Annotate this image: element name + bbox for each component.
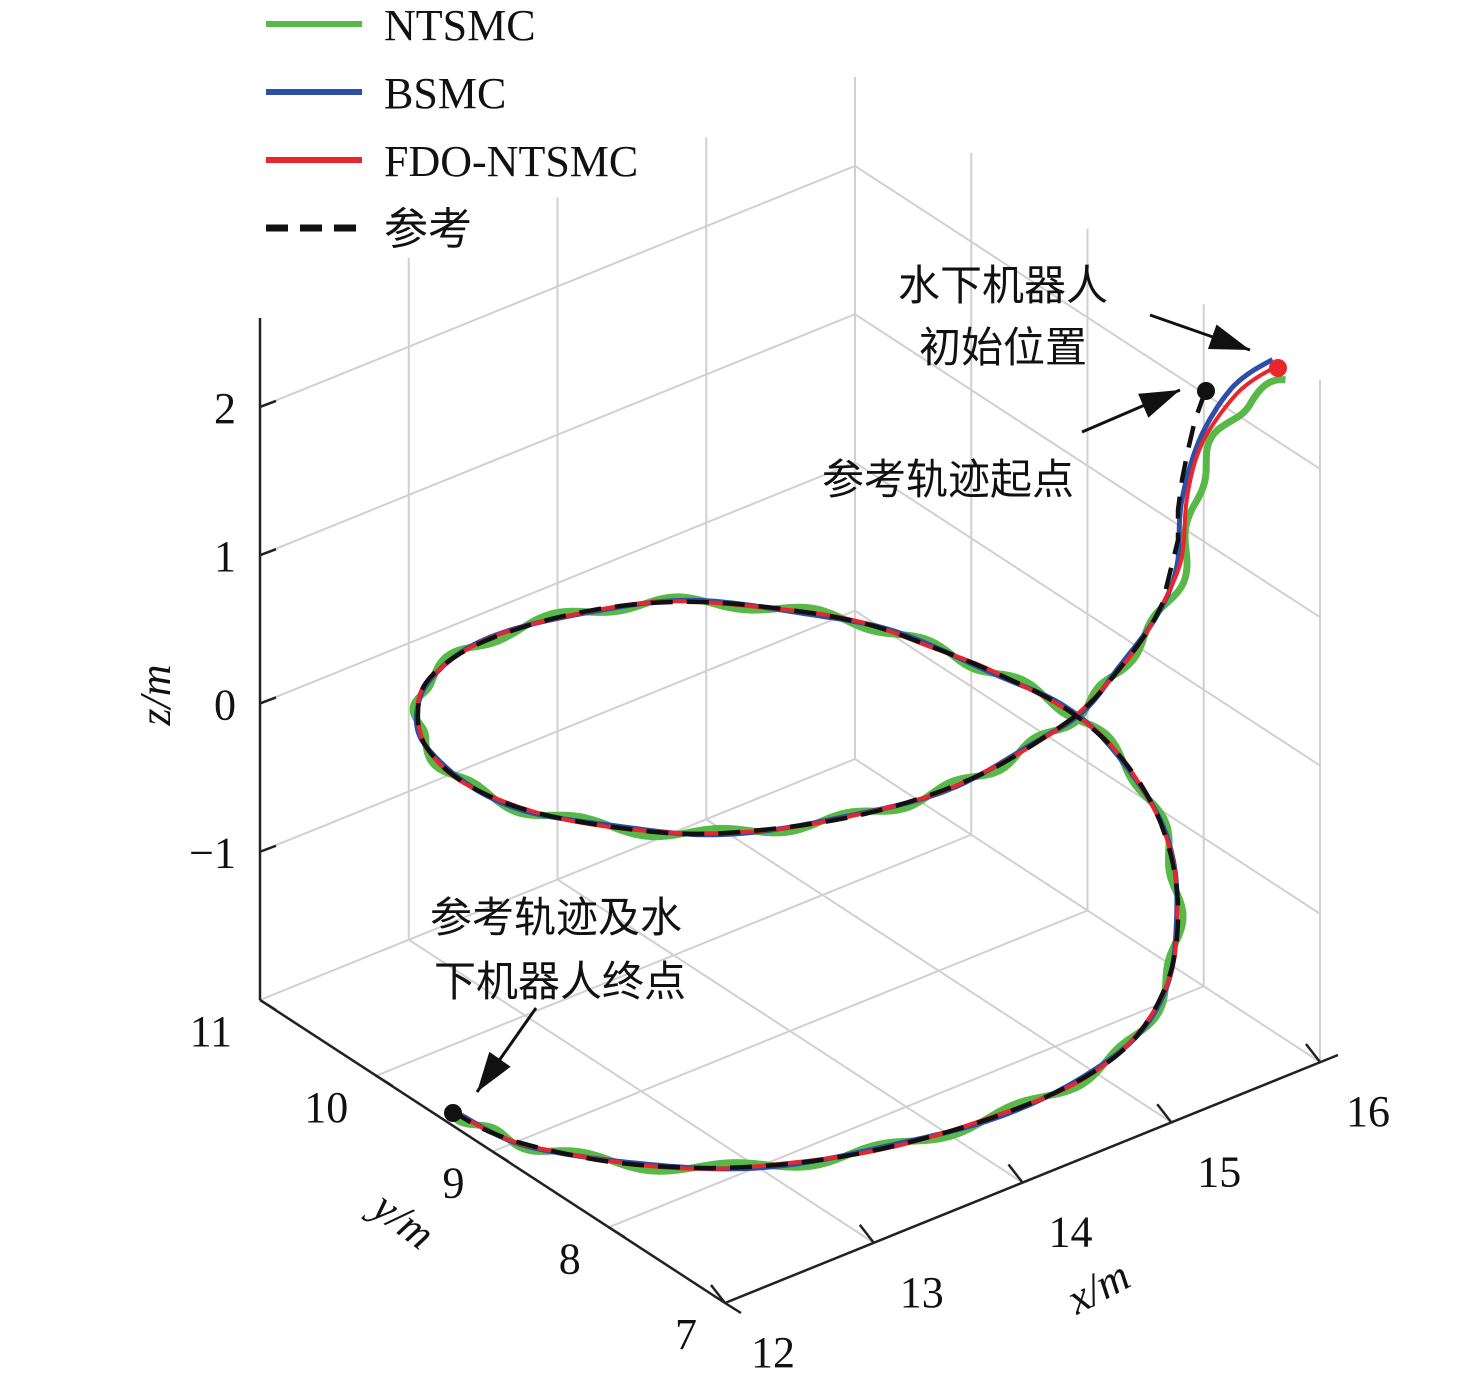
x-tick-mark xyxy=(858,1223,875,1244)
y-tick-label: 11 xyxy=(190,1007,232,1056)
annotation-reference-start: 参考轨迹起点 xyxy=(822,455,1074,504)
annotation-end-line1: 参考轨迹及水 xyxy=(430,893,682,942)
x-tick-label: 14 xyxy=(1049,1208,1093,1257)
trajectory-curves xyxy=(409,357,1286,1175)
z-tick-mark xyxy=(259,844,277,853)
series-line-reference xyxy=(415,391,1208,1171)
grid-line xyxy=(259,313,1321,619)
grid-line xyxy=(608,985,1205,1229)
z-tick-label: −1 xyxy=(189,829,236,878)
y-tick-label: 9 xyxy=(443,1159,465,1208)
x-tick-mark xyxy=(1007,1163,1024,1184)
annotation-robot-start-line2: 初始位置 xyxy=(919,323,1087,372)
z-tick-label: 2 xyxy=(214,384,236,433)
robot-start-marker xyxy=(1269,359,1287,377)
grid-line xyxy=(375,833,972,1077)
z-tick-label: 1 xyxy=(214,532,236,581)
y-tick-mark xyxy=(608,1226,626,1239)
grid-line xyxy=(259,164,1321,470)
y-tick-label: 10 xyxy=(304,1083,348,1132)
y-tick-mark xyxy=(375,1074,393,1087)
grid-lines xyxy=(259,77,1321,1304)
y-axis-label: y/m xyxy=(360,1179,443,1259)
annotation-reference-start-arrow-head xyxy=(1138,390,1180,418)
x-tick-mark xyxy=(1156,1103,1173,1124)
y-tick-label: 8 xyxy=(559,1234,581,1283)
x-axis-line xyxy=(724,1053,1339,1305)
x-tick-label: 13 xyxy=(900,1268,944,1317)
annotation-robot-start-line1: 水下机器人 xyxy=(898,261,1108,310)
grid-line xyxy=(259,461,1321,767)
z-tick-mark xyxy=(259,548,277,557)
x-tick-label: 16 xyxy=(1346,1087,1390,1136)
z-tick-mark xyxy=(259,696,277,705)
point-markers xyxy=(444,359,1287,1122)
legend-entry: NTSMC xyxy=(384,1,536,50)
z-axis-label: z/m xyxy=(131,664,180,726)
grid-line xyxy=(259,758,856,1001)
legend-entry: FDO-NTSMC xyxy=(384,137,638,186)
z-tick-mark xyxy=(259,399,277,409)
x-tick-mark xyxy=(1305,1043,1321,1063)
grid-line xyxy=(492,909,1088,1153)
y-tick-mark xyxy=(259,998,277,1012)
annotation-end-line2: 下机器人终点 xyxy=(434,957,686,1006)
y-tick-mark xyxy=(491,1150,510,1163)
y-tick-mark xyxy=(724,1301,742,1315)
x-tick-label: 12 xyxy=(751,1328,795,1377)
x-axis-label: x/m xyxy=(1058,1251,1138,1325)
legend-entry: BSMC xyxy=(384,69,506,118)
annotation-end-arrow-head xyxy=(477,1051,511,1092)
x-tick-label: 15 xyxy=(1197,1147,1241,1196)
end-marker xyxy=(444,1104,462,1122)
x-tick-mark xyxy=(710,1284,726,1304)
grid-line xyxy=(259,609,1321,915)
z-tick-label: 0 xyxy=(214,680,236,729)
legend-entry: 参考 xyxy=(384,205,472,254)
annotation-robot-start-arrow-head xyxy=(1207,324,1250,350)
legend: NTSMC BSMC FDO-NTSMC 参考 xyxy=(266,1,638,254)
reference-start-marker xyxy=(1197,382,1215,400)
y-tick-label: 7 xyxy=(675,1310,697,1359)
